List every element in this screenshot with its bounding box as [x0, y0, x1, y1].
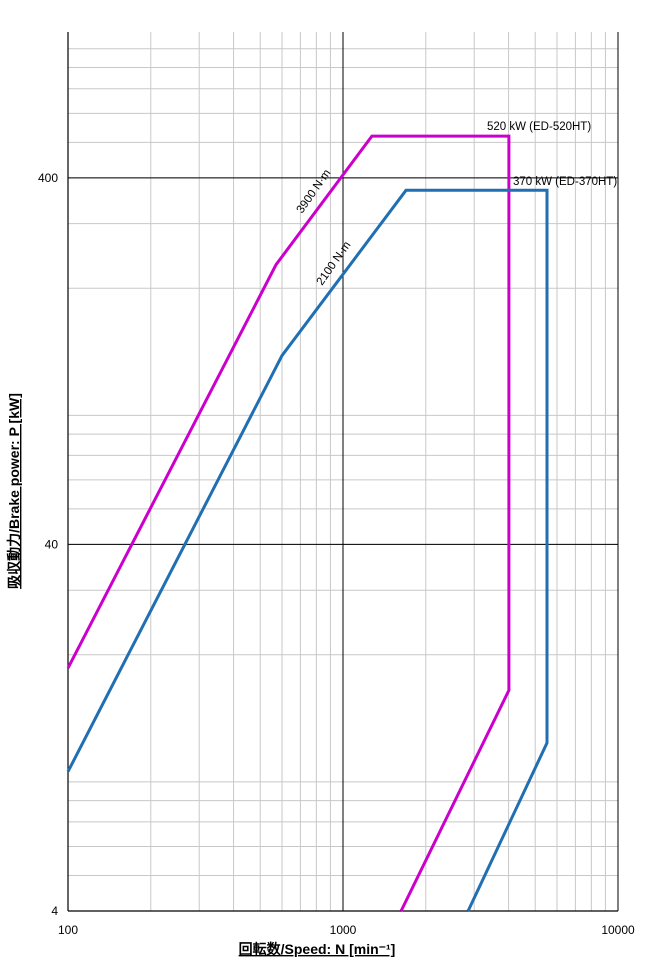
x-tick-label: 1000	[330, 923, 357, 937]
y-axis-label: 吸収動力/Brake power: P [kW]	[6, 393, 22, 589]
y-tick-label: 400	[38, 171, 58, 185]
y-tick-label: 4	[51, 904, 58, 918]
annotation: 2100 N·m	[315, 239, 354, 287]
x-tick-label: 100	[58, 923, 78, 937]
annotation: 520 kW (ED-520HT)	[487, 121, 591, 133]
x-tick-label: 10000	[601, 923, 635, 937]
series-line	[66, 134, 511, 912]
y-tick-label: 40	[45, 537, 59, 551]
x-axis-label: 回転数/Speed: N [min⁻¹]	[239, 941, 396, 957]
annotation: 370 kW (ED-370HT)	[513, 176, 617, 188]
series-line	[66, 188, 549, 912]
